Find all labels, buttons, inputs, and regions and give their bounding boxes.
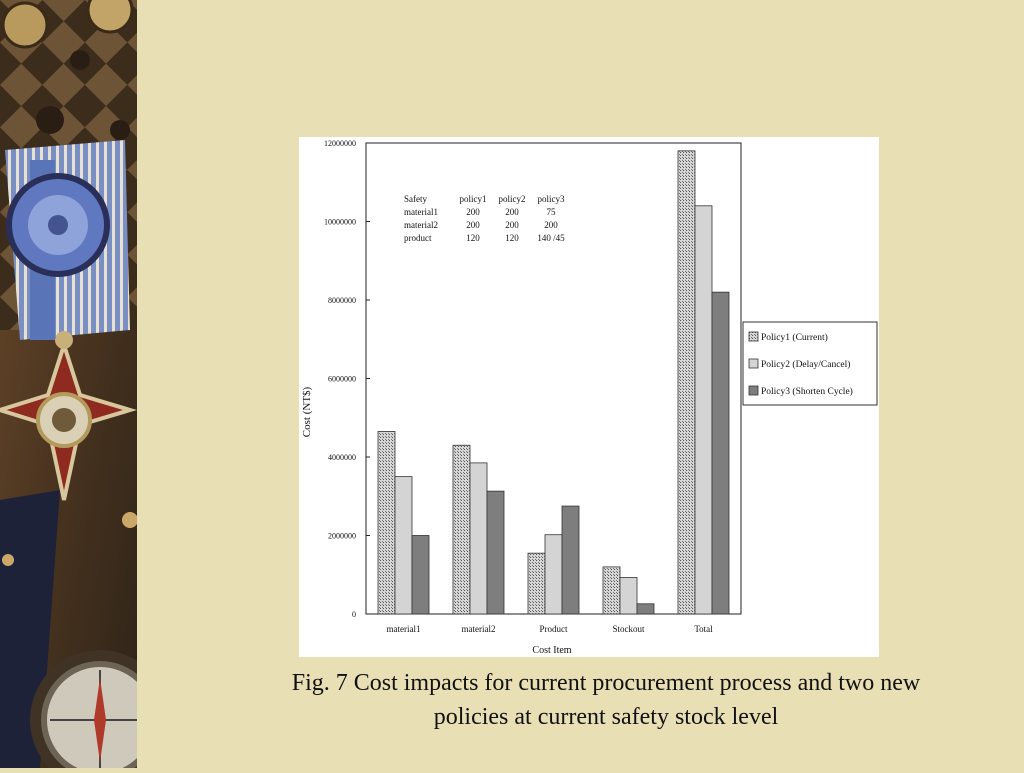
y-tick-label: 8000000 bbox=[328, 296, 356, 305]
bar bbox=[452, 444, 471, 615]
y-tick-label: 4000000 bbox=[328, 453, 356, 462]
bars bbox=[377, 150, 730, 615]
bar bbox=[711, 291, 730, 615]
x-tick-label: Total bbox=[694, 624, 713, 634]
bar bbox=[619, 577, 638, 615]
x-tick-label: Product bbox=[540, 624, 568, 634]
figure-caption: Fig. 7 Cost impacts for current procurem… bbox=[200, 666, 1012, 734]
legend: Policy1 (Current) Policy2 (Delay/Cancel) P… bbox=[742, 321, 878, 406]
bar bbox=[486, 490, 505, 615]
table-cell: 120 bbox=[505, 233, 519, 243]
legend-label: Policy2 (Delay/Cancel) bbox=[761, 359, 850, 370]
bar bbox=[469, 462, 488, 615]
bar bbox=[694, 205, 713, 615]
bar bbox=[411, 535, 430, 615]
caption-line-2: policies at current safety stock level bbox=[433, 704, 779, 730]
bar bbox=[544, 534, 563, 615]
legend-swatch bbox=[748, 331, 759, 342]
y-axis-label: Cost (NT$) bbox=[301, 386, 313, 437]
table-cell: 75 bbox=[547, 207, 557, 217]
y-tick-label: 2000000 bbox=[328, 532, 356, 541]
table-cell: 200 bbox=[505, 207, 519, 217]
table-cell: 200 bbox=[466, 220, 480, 230]
bar-chart: 0 2000000 4000000 6000000 8000000 10000000 120… bbox=[301, 139, 878, 656]
bar bbox=[677, 150, 696, 615]
chart-card: 0 2000000 4000000 6000000 8000000 10000000 120… bbox=[299, 137, 879, 657]
y-tick-label: 10000000 bbox=[324, 218, 356, 227]
table-cell: 140 /45 bbox=[537, 233, 565, 243]
bar bbox=[602, 566, 621, 615]
caption-line-1: Fig. 7 Cost impacts for current procurem… bbox=[291, 670, 921, 696]
table-cell: 200 bbox=[466, 207, 480, 217]
bar bbox=[636, 603, 655, 615]
y-tick-label: 0 bbox=[352, 610, 356, 619]
x-axis-label: Cost Item bbox=[532, 645, 571, 656]
decorative-medal-image bbox=[0, 0, 170, 773]
y-tick-label: 12000000 bbox=[324, 139, 356, 148]
table-header-cell: Safety bbox=[404, 194, 427, 204]
x-tick-label: material1 bbox=[387, 624, 421, 634]
safety-stock-table: Safety policy1 policy2 policy3 material1 200 2… bbox=[404, 194, 565, 243]
x-axis: material1 material2 Product Stockout Total bbox=[387, 624, 714, 634]
legend-label: Policy3 (Shorten Cycle) bbox=[761, 386, 853, 397]
table-cell: material1 bbox=[404, 207, 438, 217]
legend-swatch bbox=[748, 358, 759, 369]
table-header-cell: policy3 bbox=[538, 194, 565, 204]
table-cell: 200 bbox=[505, 220, 519, 230]
table-header-cell: policy2 bbox=[499, 194, 526, 204]
x-tick-label: Stockout bbox=[612, 624, 645, 634]
legend-box bbox=[742, 321, 878, 406]
legend-label: Policy1 (Current) bbox=[761, 332, 828, 343]
bar bbox=[394, 476, 413, 615]
table-cell: material2 bbox=[404, 220, 438, 230]
x-tick-label: material2 bbox=[462, 624, 496, 634]
bar bbox=[377, 431, 396, 615]
bar bbox=[561, 505, 580, 615]
table-cell: 200 bbox=[544, 220, 558, 230]
bar bbox=[527, 552, 546, 615]
table-cell: 120 bbox=[466, 233, 480, 243]
legend-swatch bbox=[748, 385, 759, 396]
y-axis: 0 2000000 4000000 6000000 8000000 10000000 120… bbox=[324, 139, 370, 619]
y-tick-label: 6000000 bbox=[328, 375, 356, 384]
table-header-cell: policy1 bbox=[460, 194, 487, 204]
table-cell: product bbox=[404, 233, 432, 243]
